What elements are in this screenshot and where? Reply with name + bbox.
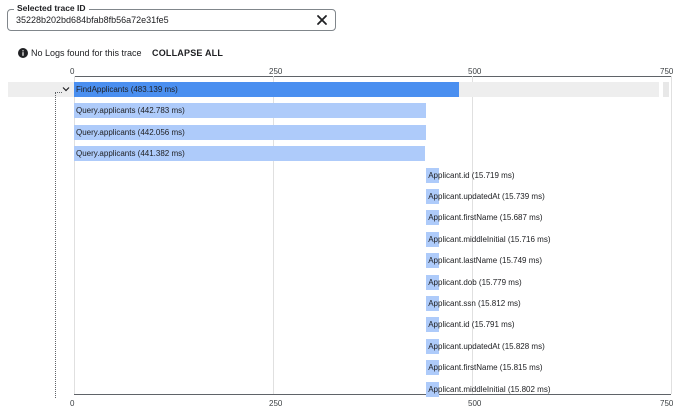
span-bar[interactable]: Query.applicants (441.382 ms) — [74, 146, 426, 161]
span-bar[interactable]: Applicant.middleInitial (15.716 ms) — [426, 232, 551, 247]
span-bar[interactable]: Query.applicants (442.056 ms) — [74, 125, 426, 140]
span-bar[interactable]: Query.applicants (442.783 ms) — [74, 103, 427, 118]
gridline — [671, 76, 672, 394]
collapse-all-button[interactable]: COLLAPSE ALL — [152, 48, 224, 58]
axis-tick-label: 0 — [70, 67, 75, 76]
span-bar[interactable]: Applicant.lastName (15.749 ms) — [426, 253, 542, 268]
axis-tick-label: 750 — [660, 399, 674, 408]
span-bar[interactable]: Applicant.ssn (15.812 ms) — [426, 296, 521, 311]
bottom-axis-line — [74, 394, 671, 395]
axis-tick-label: 500 — [468, 67, 482, 76]
gridline — [472, 76, 473, 394]
top-axis-line — [74, 76, 671, 77]
info-icon — [18, 48, 28, 58]
root-span-bar[interactable]: FindApplicants (483.139 ms) — [74, 82, 459, 97]
axis-tick-label: 0 — [70, 399, 75, 408]
no-logs-text: No Logs found for this trace — [31, 48, 142, 58]
gridline — [273, 76, 274, 394]
axis-tick-label: 250 — [269, 399, 283, 408]
span-bar[interactable]: Applicant.id (15.791 ms) — [426, 317, 514, 332]
close-icon[interactable] — [315, 13, 329, 27]
axis-tick-label: 250 — [269, 67, 283, 76]
span-bar[interactable]: Applicant.id (15.719 ms) — [426, 168, 514, 183]
tree-connector-horizontal — [55, 92, 62, 93]
trace-id-label: Selected trace ID — [14, 3, 89, 13]
axis-tick-label: 750 — [660, 67, 674, 76]
span-bar[interactable]: Applicant.firstName (15.687 ms) — [426, 210, 542, 225]
scrollbar[interactable] — [663, 82, 669, 97]
span-bar[interactable]: Applicant.updatedAt (15.739 ms) — [426, 189, 545, 204]
trace-id-value[interactable]: 35228b202bd684bfab8fb56a72e31fe5 — [16, 15, 169, 25]
span-bar[interactable]: Applicant.middleInitial (15.802 ms) — [426, 382, 551, 397]
tree-connector — [55, 93, 56, 398]
span-bar[interactable]: Applicant.dob (15.779 ms) — [426, 275, 522, 290]
trace-id-field[interactable]: Selected trace ID 35228b202bd684bfab8fb5… — [7, 3, 336, 31]
axis-tick-label: 500 — [468, 399, 482, 408]
chevron-down-icon[interactable] — [61, 84, 71, 94]
span-bar[interactable]: Applicant.firstName (15.815 ms) — [426, 360, 542, 375]
gridline — [74, 76, 75, 394]
span-bar[interactable]: Applicant.updatedAt (15.828 ms) — [426, 339, 545, 354]
